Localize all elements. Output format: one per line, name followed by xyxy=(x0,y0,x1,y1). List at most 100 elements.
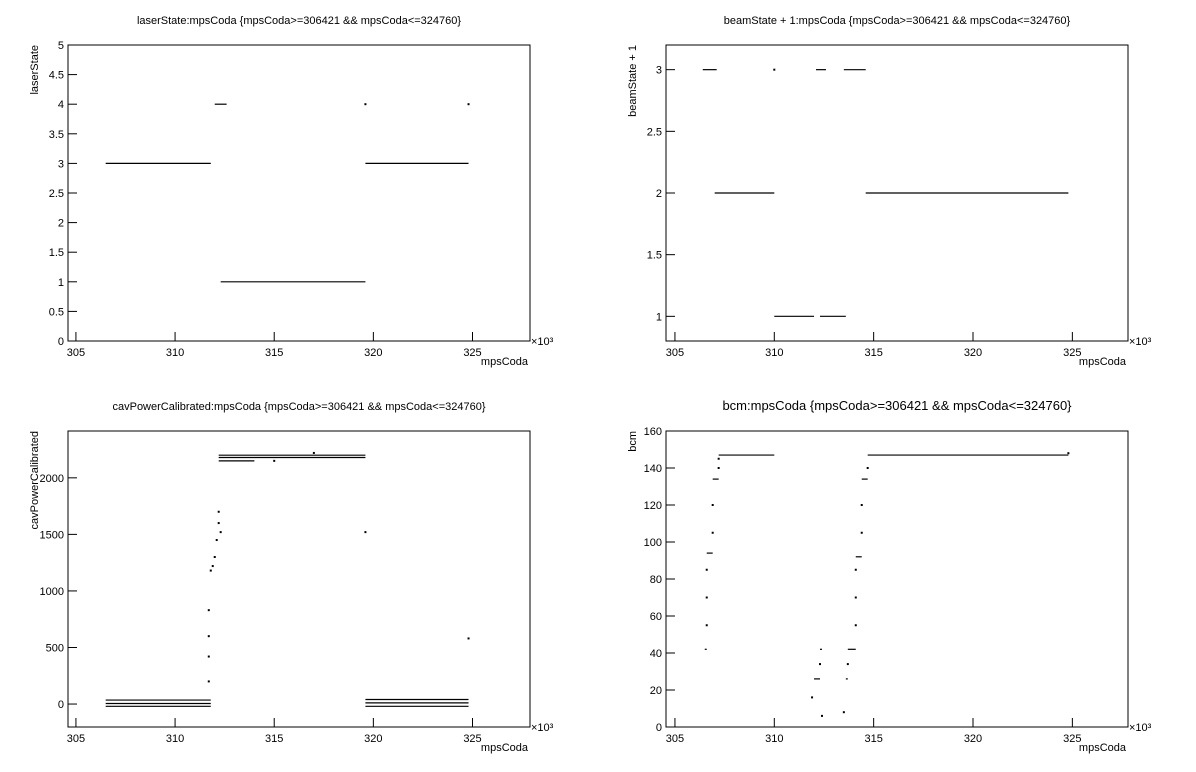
point xyxy=(213,556,216,559)
y-tick-label: 3 xyxy=(58,158,64,170)
y-tick-label: 140 xyxy=(644,463,662,475)
y-axis-title: cavPowerCalibrated xyxy=(29,431,41,529)
x-multiplier: ×10³ xyxy=(1129,722,1152,734)
y-tick-label: 0.5 xyxy=(49,306,64,318)
point xyxy=(820,714,823,717)
chart-title: cavPowerCalibrated:mpsCoda {mpsCoda>=306… xyxy=(112,401,485,413)
y-tick-label: 3.5 xyxy=(49,129,64,141)
chart-pad: beamState + 1:mpsCoda {mpsCoda>=306421 &… xyxy=(627,15,1152,368)
point xyxy=(209,569,212,572)
y-tick-label: 2.5 xyxy=(49,188,64,200)
y-axis-title: bcm xyxy=(627,431,639,452)
x-tick-label: 325 xyxy=(463,733,481,745)
point xyxy=(273,459,276,462)
y-axis-title: laserState xyxy=(29,45,41,95)
y-tick-label: 4.5 xyxy=(49,70,64,82)
x-tick-label: 310 xyxy=(765,347,783,359)
y-tick-label: 60 xyxy=(650,611,662,623)
x-multiplier: ×10³ xyxy=(531,722,554,734)
x-tick-label: 310 xyxy=(765,733,783,745)
y-tick-label: 5 xyxy=(58,40,64,52)
point xyxy=(842,711,845,714)
plot-frame xyxy=(67,44,531,342)
x-axis-title: mpsCoda xyxy=(481,742,529,754)
y-tick-label: 4 xyxy=(58,99,64,111)
plot-frame xyxy=(67,430,531,728)
x-multiplier: ×10³ xyxy=(531,336,554,348)
point xyxy=(854,596,857,599)
point xyxy=(854,568,857,571)
y-tick-label: 0 xyxy=(58,699,64,711)
x-tick-label: 325 xyxy=(1063,733,1081,745)
point xyxy=(207,635,210,638)
x-tick-label: 325 xyxy=(463,347,481,359)
x-tick-label: 310 xyxy=(166,733,184,745)
y-tick-label: 1500 xyxy=(40,529,64,541)
point xyxy=(211,565,214,568)
x-tick-label: 320 xyxy=(364,347,382,359)
x-axis-title: mpsCoda xyxy=(1079,356,1127,368)
x-multiplier: ×10³ xyxy=(1129,336,1152,348)
point xyxy=(215,539,218,542)
point xyxy=(860,504,863,506)
point xyxy=(717,467,720,469)
point xyxy=(207,609,210,612)
x-tick-label: 315 xyxy=(864,733,882,745)
x-axis-title: mpsCoda xyxy=(481,356,529,368)
x-tick-label: 315 xyxy=(265,733,283,745)
point xyxy=(217,522,220,525)
point xyxy=(207,680,210,683)
point xyxy=(711,531,714,534)
x-tick-label: 320 xyxy=(964,733,982,745)
point xyxy=(866,467,869,469)
y-tick-label: 2000 xyxy=(40,473,64,485)
point xyxy=(773,68,776,71)
point xyxy=(705,624,708,627)
x-tick-label: 305 xyxy=(67,347,85,359)
y-tick-label: 1 xyxy=(58,277,64,289)
point xyxy=(854,624,857,627)
y-tick-label: 2 xyxy=(656,188,662,200)
x-tick-label: 320 xyxy=(964,347,982,359)
point xyxy=(717,457,720,460)
point xyxy=(312,451,315,454)
x-tick-label: 315 xyxy=(265,347,283,359)
chart-pad: bcm:mpsCoda {mpsCoda>=306421 && mpsCoda<… xyxy=(627,398,1152,754)
x-tick-label: 320 xyxy=(364,733,382,745)
y-tick-label: 100 xyxy=(644,537,662,549)
y-tick-label: 120 xyxy=(644,500,662,512)
y-tick-label: 1000 xyxy=(40,586,64,598)
x-tick-label: 305 xyxy=(67,733,85,745)
y-tick-label: 1.5 xyxy=(647,250,662,262)
y-tick-label: 160 xyxy=(644,426,662,438)
point xyxy=(711,504,714,506)
chart-pad: laserState:mpsCoda {mpsCoda>=306421 && m… xyxy=(29,15,554,368)
y-tick-label: 2 xyxy=(58,218,64,230)
point xyxy=(219,531,222,534)
point xyxy=(217,510,220,513)
point xyxy=(1067,452,1070,455)
y-axis-title: beamState + 1 xyxy=(627,45,639,117)
point xyxy=(705,596,708,599)
x-tick-label: 305 xyxy=(666,733,684,745)
point xyxy=(467,637,470,640)
plot-frame xyxy=(665,430,1129,728)
chart-title: bcm:mpsCoda {mpsCoda>=306421 && mpsCoda<… xyxy=(722,398,1072,413)
point xyxy=(207,655,210,658)
point xyxy=(705,568,708,571)
y-tick-label: 80 xyxy=(650,574,662,586)
x-tick-label: 315 xyxy=(864,347,882,359)
x-tick-label: 310 xyxy=(166,347,184,359)
x-tick-label: 325 xyxy=(1063,347,1081,359)
chart-title: beamState + 1:mpsCoda {mpsCoda>=306421 &… xyxy=(724,15,1071,27)
y-tick-label: 500 xyxy=(46,642,64,654)
y-tick-label: 2.5 xyxy=(647,126,662,138)
chart-title: laserState:mpsCoda {mpsCoda>=306421 && m… xyxy=(137,15,461,27)
y-tick-label: 3 xyxy=(656,65,662,77)
point xyxy=(364,531,367,534)
point xyxy=(364,103,367,106)
point xyxy=(819,663,821,666)
y-tick-label: 20 xyxy=(650,685,662,697)
chart-pad: cavPowerCalibrated:mpsCoda {mpsCoda>=306… xyxy=(29,401,554,754)
